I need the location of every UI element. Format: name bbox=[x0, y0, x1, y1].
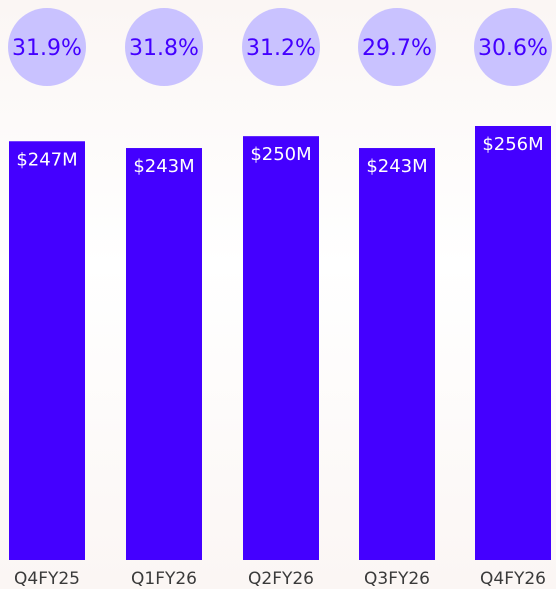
bar bbox=[359, 148, 435, 560]
percent-bubble bbox=[242, 8, 320, 86]
bar-value-label: $243M bbox=[366, 156, 427, 177]
percent-label: 30.6% bbox=[478, 36, 548, 61]
percent-label: 31.9% bbox=[12, 36, 82, 61]
x-tick-label: Q1FY26 bbox=[131, 569, 197, 589]
bar bbox=[9, 141, 85, 560]
bar-value-label: $256M bbox=[482, 134, 543, 155]
percent-bubble bbox=[8, 8, 86, 86]
bar bbox=[475, 126, 551, 560]
bar bbox=[243, 136, 319, 560]
x-tick-label: Q4FY25 bbox=[14, 569, 80, 589]
x-tick-label: Q3FY26 bbox=[364, 569, 430, 589]
bar-value-label: $247M bbox=[16, 149, 77, 170]
bar-value-label: $250M bbox=[250, 144, 311, 165]
percent-bubble bbox=[358, 8, 436, 86]
percent-bubble bbox=[125, 8, 203, 86]
x-tick-label: Q2FY26 bbox=[248, 569, 314, 589]
bar-value-label: $243M bbox=[133, 156, 194, 177]
percent-label: 31.8% bbox=[129, 36, 199, 61]
percent-label: 29.7% bbox=[362, 36, 432, 61]
x-tick-label: Q4FY26 bbox=[480, 569, 546, 589]
bar bbox=[126, 148, 202, 560]
percent-bubble bbox=[474, 8, 552, 86]
percent-label: 31.2% bbox=[246, 36, 316, 61]
